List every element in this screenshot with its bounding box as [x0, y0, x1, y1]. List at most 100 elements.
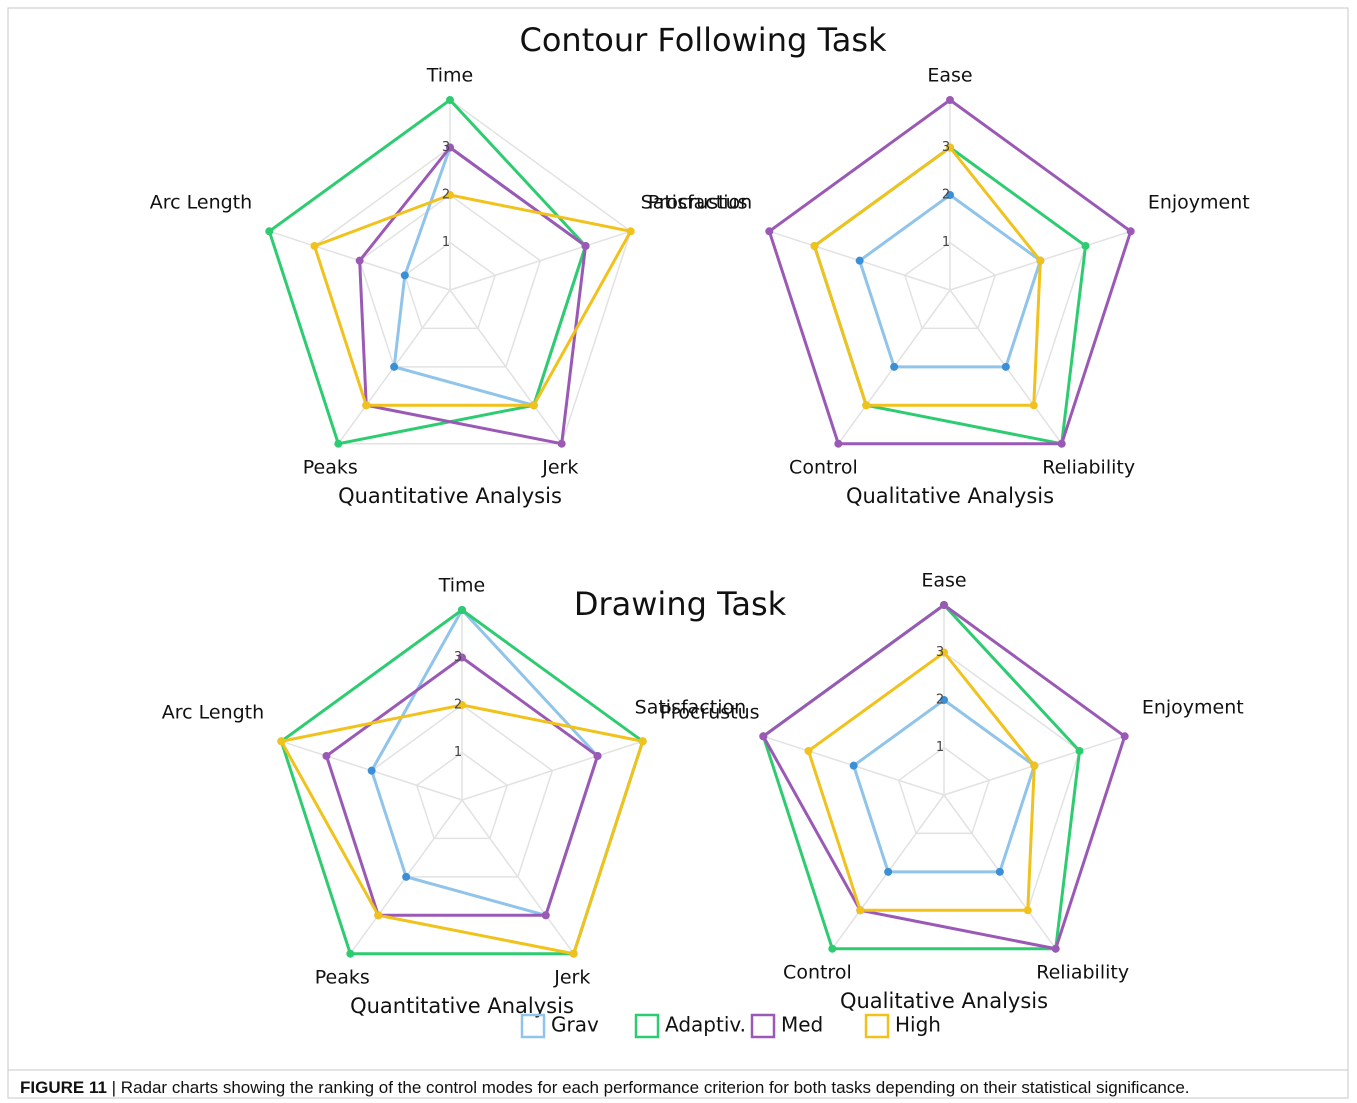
grid-ring [370, 704, 554, 878]
series-point [1057, 439, 1066, 448]
r-tick-label: 1 [454, 745, 462, 760]
caption-text: | Radar charts showing the ranking of th… [112, 1078, 1190, 1097]
axis-label: Time [426, 65, 474, 87]
series-polygon [358, 145, 588, 446]
series-point [1001, 362, 1010, 371]
series-polygon [806, 650, 1036, 912]
legend-label: Grav [551, 1013, 599, 1037]
axis-label: Control [789, 456, 858, 478]
axis-label: Reliability [1036, 961, 1129, 983]
series-point [557, 439, 566, 448]
radar-chart: 1 2 3 Ease Enjoyment Reliability Control Satisf… [641, 65, 1250, 509]
series-point [355, 256, 364, 265]
series-point [310, 241, 319, 250]
series-point [593, 751, 602, 760]
axis-label: Jerk [553, 966, 590, 988]
axis-label: Time [438, 575, 486, 597]
axis-label: Satisfaction [635, 697, 747, 719]
axis-label: Ease [927, 65, 972, 87]
series-point [946, 191, 954, 199]
series-polygon [267, 98, 588, 446]
spoke [449, 230, 631, 291]
series-polygon [851, 698, 1037, 874]
r-tick-label: 2 [442, 188, 450, 203]
spoke [461, 799, 575, 955]
grid-ring [358, 194, 542, 368]
legend-swatch [864, 1013, 890, 1039]
series-point [458, 701, 466, 709]
series-polygon [370, 607, 600, 918]
axis-label: Arc Length [162, 702, 264, 724]
series-point [856, 906, 865, 915]
r-tick-label: 1 [936, 740, 944, 755]
series-point [946, 96, 954, 104]
axis-label: Arc Length [150, 192, 252, 214]
series-point [446, 143, 454, 152]
r-tick-label: 3 [936, 645, 944, 660]
grid-ring [897, 746, 991, 835]
r-tick-label: 2 [942, 188, 950, 203]
axis-label: Ease [921, 570, 966, 592]
spoke [449, 289, 563, 445]
series-point [759, 732, 768, 741]
caption-label: FIGURE 11 [20, 1078, 107, 1097]
axis-label: Reliability [1042, 456, 1135, 478]
series-point [1023, 906, 1032, 915]
series-point [334, 439, 343, 448]
section-title: Drawing Task [574, 585, 787, 623]
series-point [541, 911, 550, 920]
r-tick-label: 3 [442, 140, 450, 155]
series-polygon [857, 193, 1043, 369]
series-point [529, 401, 538, 410]
r-tick-label: 3 [454, 650, 462, 665]
axis-title: Qualitative Analysis [846, 484, 1054, 508]
axis-title: Qualitative Analysis [840, 989, 1048, 1013]
series-point [1030, 761, 1039, 770]
legend-label: Med [781, 1013, 823, 1037]
series-point [400, 271, 409, 280]
axis-label: Peaks [303, 456, 358, 478]
series-point [374, 911, 383, 920]
axis-title: Quantitative Analysis [338, 484, 562, 508]
series-point [810, 241, 819, 250]
series-point [940, 601, 948, 609]
grid-ring [403, 241, 497, 330]
legend-swatch [750, 1013, 776, 1039]
series-point [390, 362, 399, 371]
legend-label: High [895, 1013, 941, 1037]
series-point [849, 761, 858, 770]
series-polygon [278, 703, 645, 956]
series-polygon [312, 193, 634, 407]
series-point [569, 949, 578, 958]
axis-label: Jerk [541, 456, 578, 478]
series-point [458, 606, 466, 614]
series-point [346, 949, 355, 958]
series-point [765, 227, 774, 236]
legend-label: Adaptiv. [665, 1013, 746, 1037]
axis-label: Procrustus [648, 192, 748, 214]
grid-ring [415, 751, 509, 840]
series-point [862, 401, 871, 410]
axis-label: Enjoyment [1148, 192, 1250, 214]
series-polygon [812, 145, 1042, 407]
series-point [1029, 401, 1038, 410]
series-point [855, 256, 864, 265]
series-point [1081, 241, 1090, 250]
axis-label: Procrustus [660, 702, 760, 724]
series-point [884, 867, 893, 876]
series-point [458, 653, 466, 662]
r-tick-label: 2 [936, 693, 944, 708]
axis-label: Peaks [315, 966, 370, 988]
series-polygon [767, 98, 1133, 446]
series-point [362, 401, 371, 410]
axis-label: Enjoyment [1142, 697, 1244, 719]
series-point [1036, 256, 1045, 265]
series-point [804, 746, 813, 755]
series-polygon [324, 655, 600, 917]
figure-frame [7, 7, 1349, 1099]
axis-label: Satisfaction [641, 192, 753, 214]
series-point [946, 143, 954, 152]
